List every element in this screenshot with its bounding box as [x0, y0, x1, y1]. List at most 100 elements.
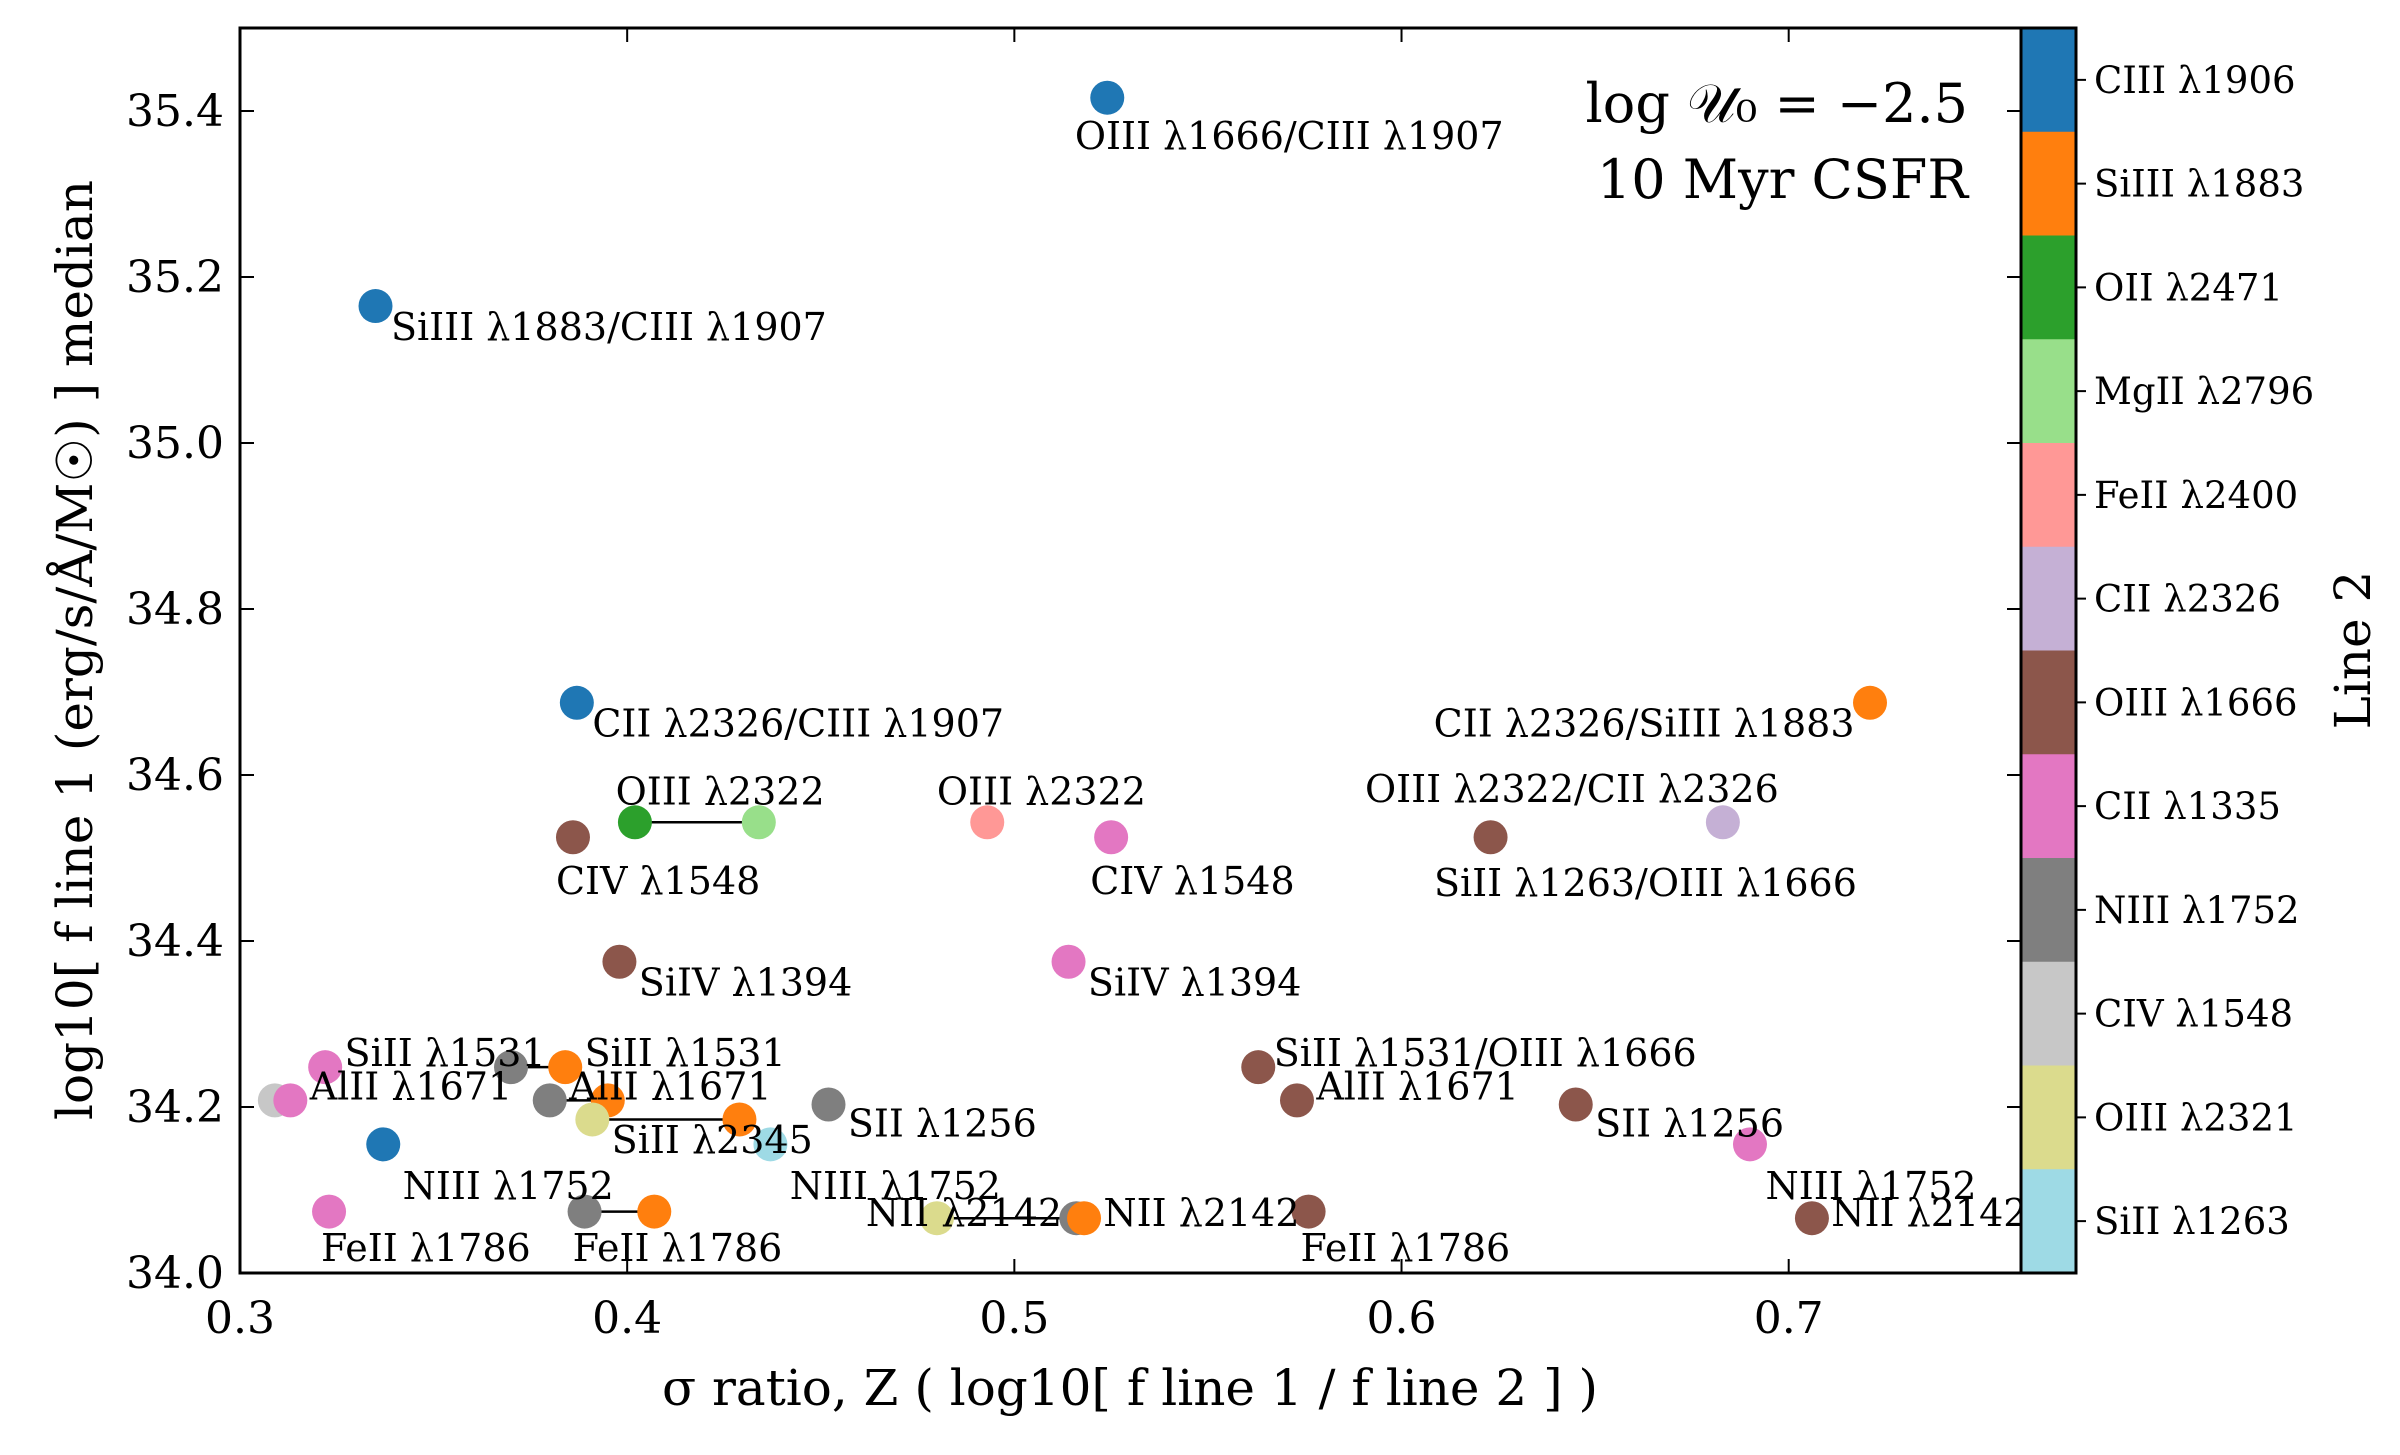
- x-axis-label: σ ratio, Z ( log10[ f line 1 / f line 2 …: [662, 1359, 1598, 1417]
- data-point: [312, 1194, 347, 1229]
- data-point: [919, 1201, 954, 1236]
- colorbar-label: CII λ2326: [2094, 578, 2281, 621]
- axis-ticks: 0.3 0.4 0.5 0.6 0.7 34.0 34.2 34.4 34.6 34.8 35.0 3…: [126, 28, 2021, 1344]
- y-tick-label: 34.2: [126, 1082, 224, 1133]
- colorbar: CIII λ1906 SiIII λ1883 OII λ2471 MgII λ2796…: [2019, 26, 2314, 1275]
- point-label: AlII λ1671: [309, 1064, 512, 1108]
- point-label: NII λ2142: [1831, 1191, 2027, 1235]
- colorbar-label: CIII λ1906: [2094, 59, 2296, 102]
- colorbar-label: OIII λ1666: [2094, 681, 2298, 724]
- data-point: [1732, 1127, 1767, 1162]
- y-tick-label: 34.6: [126, 750, 224, 801]
- colorbar-label: OII λ2471: [2094, 266, 2283, 309]
- colorbar-label: SiIII λ1883: [2094, 163, 2304, 206]
- x-tick-label: 0.3: [205, 1293, 275, 1344]
- data-point: [366, 1127, 401, 1162]
- data-point: [1794, 1201, 1829, 1236]
- colorbar-swatch: [2021, 443, 2076, 548]
- data-point: [567, 1194, 602, 1229]
- y-tick-label: 34.0: [126, 1248, 224, 1299]
- y-tick-label: 34.4: [126, 916, 224, 967]
- colorbar-label: CIV λ1548: [2094, 993, 2293, 1036]
- data-point: [1094, 820, 1129, 855]
- point-label: CIV λ1548: [1090, 859, 1294, 903]
- colorbar-swatch: [2021, 754, 2076, 859]
- point-label: NII λ2142: [866, 1191, 1062, 1235]
- point-label: SII λ1256: [1595, 1102, 1784, 1146]
- colorbar-label: MgII λ2796: [2094, 370, 2314, 413]
- data-point: [1473, 820, 1508, 855]
- y-tick-label: 35.4: [126, 86, 224, 137]
- colorbar-label: SiII λ1263: [2094, 1200, 2290, 1243]
- data-point: [970, 805, 1005, 840]
- data-point: [617, 805, 652, 840]
- point-label: SiII λ1531: [585, 1031, 786, 1075]
- point-label: NIII λ1752: [1765, 1164, 1976, 1208]
- data-point: [532, 1083, 567, 1118]
- colorbar-frame: [2019, 26, 2078, 1275]
- data-point: [1051, 944, 1086, 979]
- colorbar-swatch: [2021, 546, 2076, 651]
- colorbar-swatch: [2021, 961, 2076, 1066]
- data-point: [1291, 1194, 1326, 1229]
- data-point: [753, 1127, 788, 1162]
- data-point: [308, 1050, 343, 1085]
- point-label: AlII λ1671: [568, 1064, 772, 1108]
- y-tick-label: 35.0: [126, 418, 224, 469]
- colorbar-swatch: [2021, 858, 2076, 963]
- colorbar-swatch: [2021, 1065, 2076, 1170]
- colorbar-label: OIII λ2321: [2094, 1096, 2298, 1139]
- data-point: [1067, 1201, 1102, 1236]
- point-label: SiIII λ1883/CIII λ1907: [391, 305, 827, 349]
- colorbar-swatch: [2021, 235, 2076, 340]
- point-label: FeII λ1786: [1301, 1226, 1511, 1270]
- point-label: OIII λ2322/CII λ2326: [1365, 767, 1779, 811]
- data-point: [1558, 1087, 1593, 1122]
- point-label: SII λ1256: [848, 1102, 1037, 1146]
- data-point: [494, 1050, 529, 1085]
- data-point: [741, 805, 776, 840]
- annotation-line-2: 10 Myr CSFR: [1597, 148, 1969, 211]
- point-label: SiII λ1531: [345, 1031, 546, 1075]
- point-label: SiII λ1263/OIII λ1666: [1434, 861, 1857, 905]
- colorbar-title: Line 2: [2324, 571, 2382, 730]
- point-label: SiII λ2345: [612, 1118, 813, 1162]
- point-label: FeII λ1786: [573, 1226, 783, 1270]
- data-point: [273, 1083, 308, 1118]
- point-label: SiII λ1531/OIII λ1666: [1274, 1031, 1697, 1075]
- data-point: [559, 685, 594, 720]
- x-tick-label: 0.4: [592, 1293, 662, 1344]
- colorbar-label: CII λ1335: [2094, 785, 2281, 828]
- colorbar-swatch: [2021, 650, 2076, 755]
- point-label: NIII λ1752: [403, 1164, 614, 1208]
- data-point: [575, 1102, 610, 1137]
- point-label: NII λ2142: [1103, 1191, 1299, 1235]
- x-tick-label: 0.6: [1367, 1293, 1437, 1344]
- data-point: [1241, 1050, 1276, 1085]
- point-label: OIII λ1666/CIII λ1907: [1075, 114, 1504, 158]
- colorbar-swatch: [2021, 131, 2076, 236]
- data-point: [1279, 1083, 1314, 1118]
- point-label: CII λ2326/CIII λ1907: [592, 702, 1004, 746]
- point-label: OIII λ2322: [937, 770, 1146, 814]
- data-point: [358, 289, 393, 324]
- data-points: [257, 80, 1888, 1236]
- point-label: AlII λ1671: [1315, 1064, 1519, 1108]
- point-label: SiIV λ1394: [639, 961, 853, 1005]
- data-point: [722, 1102, 757, 1137]
- data-point: [602, 944, 637, 979]
- colorbar-swatch: [2021, 28, 2076, 133]
- point-label: OIII λ2322: [616, 770, 825, 814]
- data-point: [1853, 685, 1888, 720]
- data-point: [555, 820, 590, 855]
- y-tick-label: 34.8: [126, 584, 224, 635]
- colorbar-label: NIII λ1752: [2094, 889, 2300, 932]
- annotation-line-1: log 𝒰₀ = −2.5: [1586, 72, 1968, 135]
- data-point: [1090, 80, 1125, 115]
- y-tick-label: 35.2: [126, 252, 224, 303]
- point-label: FeII λ1786: [321, 1226, 531, 1270]
- colorbar-swatch: [2021, 1169, 2076, 1274]
- colorbar-swatch: [2021, 339, 2076, 444]
- data-point: [811, 1087, 846, 1122]
